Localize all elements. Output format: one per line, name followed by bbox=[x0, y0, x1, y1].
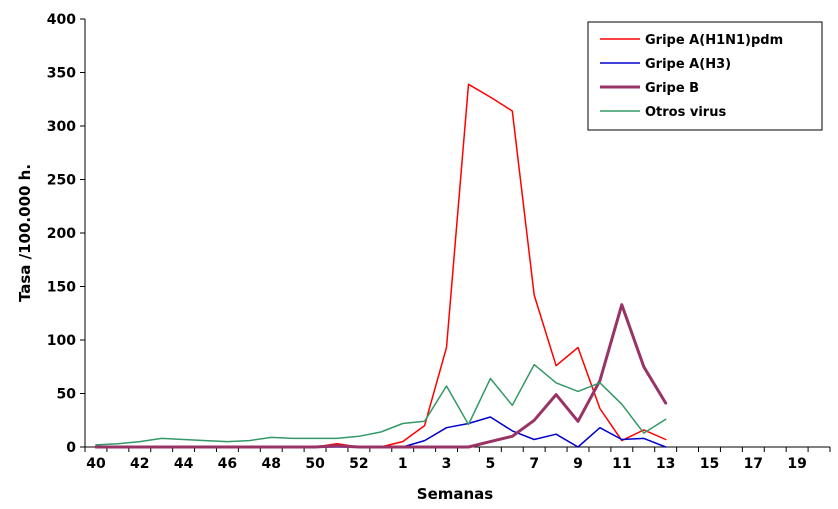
series-line bbox=[95, 363, 667, 446]
y-axis-title: Tasa /100.000 h. bbox=[16, 164, 34, 302]
x-tick-label: 3 bbox=[442, 456, 452, 472]
series-line bbox=[94, 303, 668, 449]
y-tick-label: 250 bbox=[47, 173, 76, 189]
x-tick-label: 48 bbox=[262, 456, 281, 472]
legend-label: Otros virus bbox=[645, 105, 726, 120]
x-tick-label: 40 bbox=[86, 456, 106, 472]
x-axis-title: Semanas bbox=[417, 485, 494, 503]
x-tick-label: 19 bbox=[787, 456, 806, 472]
x-tick-label: 52 bbox=[349, 456, 368, 472]
x-tick-label: 5 bbox=[485, 456, 495, 472]
y-tick-label: 400 bbox=[47, 12, 76, 28]
legend-label: Gripe A(H3) bbox=[645, 57, 731, 72]
y-tick-label: 200 bbox=[47, 226, 76, 242]
series-lines bbox=[94, 83, 668, 449]
y-tick-label: 50 bbox=[57, 387, 77, 403]
x-tick-label: 46 bbox=[218, 456, 237, 472]
x-tick-label: 7 bbox=[529, 456, 539, 472]
x-tick-label: 9 bbox=[573, 456, 583, 472]
legend-label: Gripe B bbox=[645, 81, 699, 96]
y-tick-label: 0 bbox=[66, 440, 76, 456]
y-tick-label: 150 bbox=[47, 280, 76, 296]
x-tick-label: 17 bbox=[744, 456, 763, 472]
y-tick-label: 350 bbox=[47, 66, 76, 82]
x-tick-label: 42 bbox=[130, 456, 149, 472]
x-tick-label: 13 bbox=[656, 456, 675, 472]
series-line bbox=[95, 83, 667, 448]
legend-label: Gripe A(H1N1)pdm bbox=[645, 33, 783, 48]
x-tick-label: 50 bbox=[305, 456, 325, 472]
y-tick-label: 100 bbox=[47, 333, 76, 349]
x-tick-label: 44 bbox=[174, 456, 194, 472]
x-tick-label: 15 bbox=[700, 456, 719, 472]
legend-box bbox=[587, 21, 823, 131]
x-axis-ticks: 40 42 44 46 48 50 52 1 3 5 7 9 11 13 15 17 19 bbox=[84, 447, 831, 472]
y-tick-label: 300 bbox=[47, 119, 76, 135]
x-tick-label: 11 bbox=[612, 456, 631, 472]
y-axis-ticks: 0 50 100 150 200 250 300 350 400 bbox=[47, 12, 85, 456]
x-tick-label: 1 bbox=[398, 456, 408, 472]
legend: Gripe A(H1N1)pdm Gripe A(H3) Gripe B Otros … bbox=[587, 21, 823, 131]
